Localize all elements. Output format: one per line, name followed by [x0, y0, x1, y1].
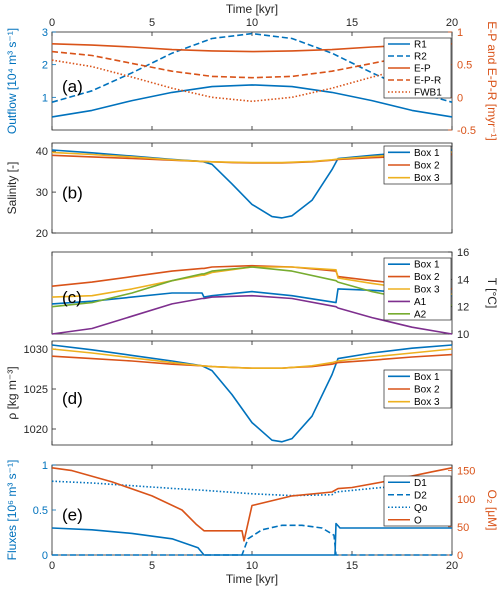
- y-right-axis-label: E-P and E-P-R [myr⁻¹]: [485, 21, 499, 140]
- legend-label: Box 2: [414, 385, 440, 396]
- legend-label: E-P-R: [414, 76, 441, 87]
- series-line-o: [51, 467, 453, 542]
- series-line-a1: [51, 294, 453, 335]
- legend-label: R1: [414, 40, 427, 51]
- series-line-d1: [51, 522, 452, 556]
- y-right-tick-label: 16: [457, 247, 469, 259]
- bottom-x-tick-label: 15: [346, 560, 358, 572]
- series-line-d2: [52, 524, 452, 556]
- bottom-x-tick-label: 0: [49, 560, 55, 572]
- y-left-tick-label: 1: [42, 92, 48, 104]
- series-line-box-1: [51, 344, 453, 443]
- legend-label: Box 3: [414, 285, 440, 296]
- legend-label: D1: [414, 478, 427, 489]
- y-right-axis-label: T [°C]: [485, 278, 499, 309]
- y-right-tick-label: 0: [457, 92, 463, 104]
- y-right-tick-label: 1: [457, 27, 463, 39]
- y-right-tick-label: -0.5: [457, 125, 476, 137]
- panel-letter: (a): [62, 77, 83, 96]
- y-right-axis-label: O₂ [μM]: [485, 490, 499, 531]
- legend-label: Box 1: [414, 148, 440, 159]
- panel-letter: (b): [62, 184, 83, 203]
- series-line-box-3: [51, 348, 453, 370]
- y-left-tick-label: 0: [42, 550, 48, 562]
- panel-letter: (d): [62, 389, 83, 408]
- legend-box: [383, 475, 452, 527]
- y-left-axis-label: Outflow [10⁴ m³ s⁻¹]: [5, 28, 19, 134]
- legend-label: Box 2: [414, 272, 440, 283]
- y-left-tick-label: 3: [42, 27, 48, 39]
- series-line-a2: [51, 266, 453, 308]
- y-right-tick-label: 14: [457, 274, 469, 286]
- y-left-tick-label: 1030: [24, 344, 48, 356]
- panel-5: 1 0.5 0 Fluxes [10⁶ m³ s⁻¹] 150 100 50 0 O₂ [μM]…: [5, 460, 499, 562]
- y-left-tick-label: 1: [42, 460, 48, 472]
- legend-label: Box 2: [414, 161, 440, 172]
- series-line-box-2: [51, 353, 453, 370]
- y-left-tick-label: 1025: [24, 384, 48, 396]
- bottom-x-tick-label: 5: [149, 560, 155, 572]
- y-left-tick-label: 30: [36, 187, 48, 199]
- y-right-tick-label: 0: [457, 550, 463, 562]
- y-left-tick-label: 2: [42, 60, 48, 72]
- legend-label: O: [414, 515, 422, 526]
- y-left-tick-label: 0.5: [33, 505, 48, 517]
- top-x-tick-label: 5: [149, 17, 155, 29]
- legend-box: [383, 257, 452, 321]
- y-right-tick-label: 100: [457, 494, 475, 506]
- y-left-tick-label: 20: [36, 228, 48, 240]
- panel-letter: (e): [62, 506, 83, 525]
- legend-label: A2: [414, 309, 427, 320]
- y-right-tick-label: 10: [457, 329, 469, 341]
- y-left-tick-label: 40: [36, 146, 48, 158]
- bottom-x-axis-label: Time [kyr]: [226, 572, 278, 586]
- y-right-tick-label: 12: [457, 302, 469, 314]
- bottom-x-tick-label: 10: [246, 560, 258, 572]
- y-right-tick-label: 150: [457, 466, 475, 478]
- y-left-tick-label: 1020: [24, 424, 48, 436]
- y-right-tick-label: 0.5: [457, 60, 472, 72]
- y-right-tick-label: 50: [457, 522, 469, 534]
- panel-1: 1 2 3 Outflow [10⁴ m³ s⁻¹] 1 0.5 0 -0.5 E-P and …: [5, 21, 499, 140]
- legend-label: FWB1: [414, 88, 442, 99]
- legend-label: Box 1: [414, 372, 440, 383]
- top-x-tick-label: 10: [246, 17, 258, 29]
- legend-label: Box 3: [414, 397, 440, 408]
- legend-label: Box 3: [414, 173, 440, 184]
- legend-label: A1: [414, 297, 427, 308]
- y-left-axis-label: ρ [kg m⁻³]: [5, 366, 19, 419]
- panel-letter: (c): [62, 288, 82, 307]
- series-line-box-3: [51, 151, 453, 164]
- top-x-tick-label: 20: [446, 17, 458, 29]
- legend-label: Qo: [414, 503, 428, 514]
- top-x-tick-label: 0: [49, 17, 55, 29]
- legend-label: D2: [414, 490, 427, 501]
- top-x-axis-label: Time [kyr]: [226, 2, 278, 16]
- legend-label: E-P: [414, 64, 431, 75]
- series-line-box-2: [51, 264, 453, 290]
- bottom-x-tick-label: 20: [446, 560, 458, 572]
- series-line-r1: [51, 84, 453, 118]
- top-x-tick-label: 15: [346, 17, 358, 29]
- legend-label: Box 1: [414, 260, 440, 271]
- y-left-axis-label: Fluxes [10⁶ m³ s⁻¹]: [5, 460, 19, 561]
- legend-label: R2: [414, 52, 427, 63]
- y-left-axis-label: Salinity [-]: [5, 162, 19, 215]
